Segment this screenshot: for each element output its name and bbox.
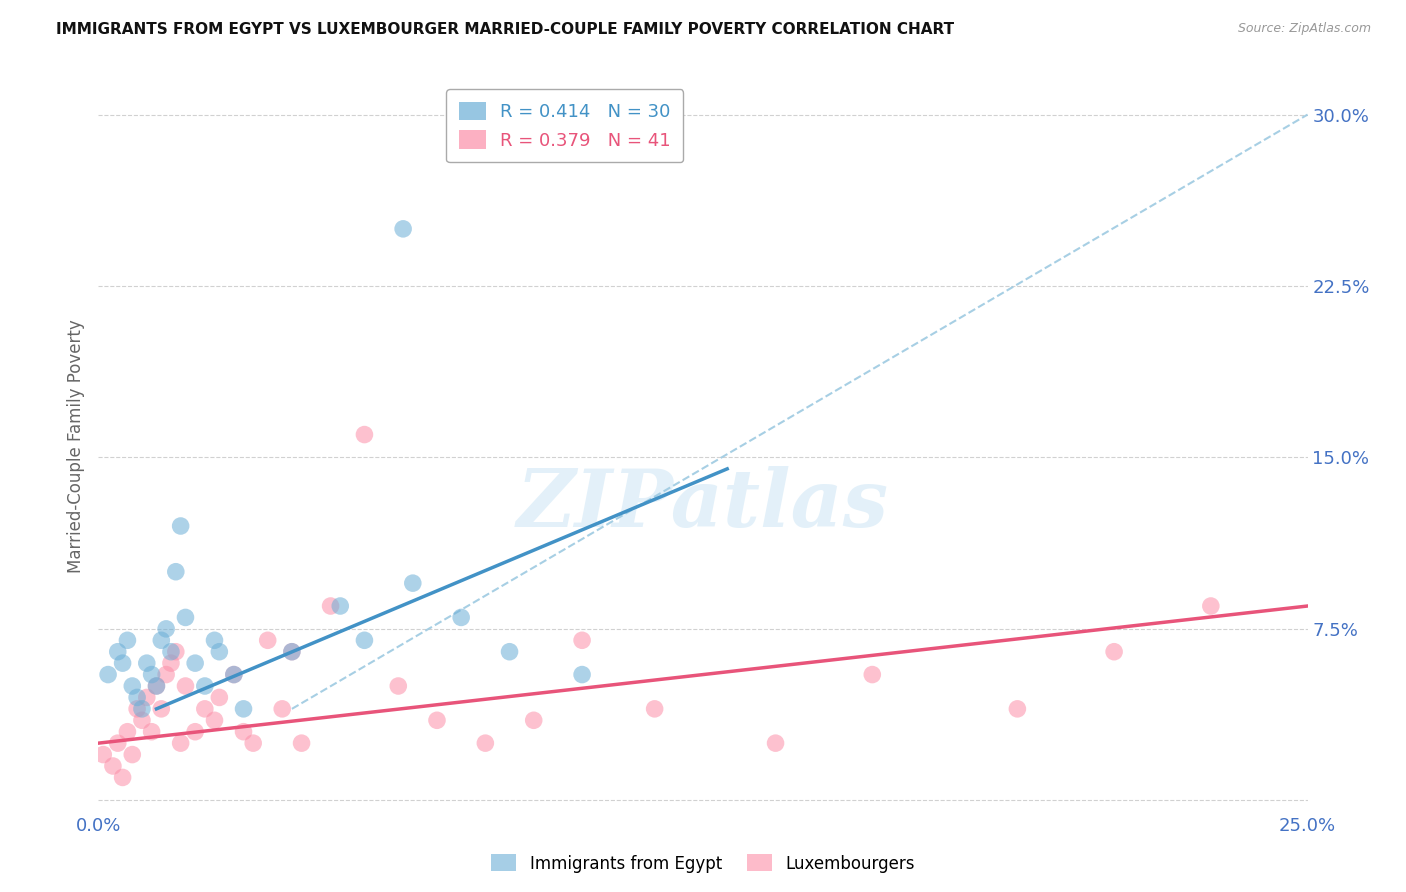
Point bbox=[402, 576, 425, 591]
Point bbox=[450, 610, 472, 624]
Point bbox=[329, 599, 352, 613]
Point bbox=[222, 667, 245, 681]
Point bbox=[498, 645, 520, 659]
Point bbox=[174, 679, 197, 693]
Point bbox=[204, 633, 226, 648]
Point bbox=[184, 656, 207, 670]
Point bbox=[194, 679, 217, 693]
Point bbox=[91, 747, 114, 762]
Point bbox=[644, 702, 666, 716]
Point bbox=[131, 702, 153, 716]
Point bbox=[107, 645, 129, 659]
Point bbox=[194, 702, 217, 716]
Point bbox=[474, 736, 496, 750]
Point bbox=[155, 667, 177, 681]
Legend: R = 0.414   N = 30, R = 0.379   N = 41: R = 0.414 N = 30, R = 0.379 N = 41 bbox=[446, 89, 683, 162]
Text: ZIPatlas: ZIPatlas bbox=[517, 466, 889, 543]
Point bbox=[1102, 645, 1125, 659]
Point bbox=[169, 519, 191, 533]
Point bbox=[271, 702, 294, 716]
Point bbox=[141, 724, 163, 739]
Legend: Immigrants from Egypt, Luxembourgers: Immigrants from Egypt, Luxembourgers bbox=[485, 847, 921, 880]
Point bbox=[135, 690, 157, 705]
Point bbox=[141, 667, 163, 681]
Point bbox=[150, 702, 173, 716]
Point bbox=[135, 656, 157, 670]
Point bbox=[571, 667, 593, 681]
Point bbox=[184, 724, 207, 739]
Point bbox=[155, 622, 177, 636]
Point bbox=[1199, 599, 1222, 613]
Point bbox=[860, 667, 883, 681]
Y-axis label: Married-Couple Family Poverty: Married-Couple Family Poverty bbox=[66, 319, 84, 573]
Point bbox=[97, 667, 120, 681]
Point bbox=[121, 747, 143, 762]
Point bbox=[145, 679, 167, 693]
Point bbox=[222, 667, 245, 681]
Point bbox=[160, 645, 183, 659]
Point bbox=[165, 645, 187, 659]
Point bbox=[765, 736, 787, 750]
Point bbox=[319, 599, 342, 613]
Point bbox=[392, 222, 415, 236]
Point bbox=[165, 565, 187, 579]
Point bbox=[131, 714, 153, 728]
Point bbox=[117, 724, 139, 739]
Point bbox=[169, 736, 191, 750]
Point bbox=[290, 736, 312, 750]
Point bbox=[101, 759, 124, 773]
Point bbox=[117, 633, 139, 648]
Point bbox=[426, 714, 449, 728]
Point bbox=[145, 679, 167, 693]
Point bbox=[353, 633, 375, 648]
Point bbox=[571, 633, 593, 648]
Point bbox=[111, 771, 134, 785]
Point bbox=[281, 645, 304, 659]
Point bbox=[121, 679, 143, 693]
Text: IMMIGRANTS FROM EGYPT VS LUXEMBOURGER MARRIED-COUPLE FAMILY POVERTY CORRELATION : IMMIGRANTS FROM EGYPT VS LUXEMBOURGER MA… bbox=[56, 22, 955, 37]
Point bbox=[204, 714, 226, 728]
Point bbox=[353, 427, 375, 442]
Point bbox=[107, 736, 129, 750]
Point bbox=[232, 724, 254, 739]
Point bbox=[208, 690, 231, 705]
Point bbox=[127, 702, 149, 716]
Point bbox=[232, 702, 254, 716]
Point bbox=[150, 633, 173, 648]
Point bbox=[387, 679, 409, 693]
Point bbox=[111, 656, 134, 670]
Point bbox=[1007, 702, 1029, 716]
Point bbox=[242, 736, 264, 750]
Text: Source: ZipAtlas.com: Source: ZipAtlas.com bbox=[1237, 22, 1371, 36]
Point bbox=[523, 714, 546, 728]
Point bbox=[160, 656, 183, 670]
Point bbox=[174, 610, 197, 624]
Point bbox=[281, 645, 304, 659]
Point bbox=[208, 645, 231, 659]
Point bbox=[127, 690, 149, 705]
Point bbox=[256, 633, 278, 648]
